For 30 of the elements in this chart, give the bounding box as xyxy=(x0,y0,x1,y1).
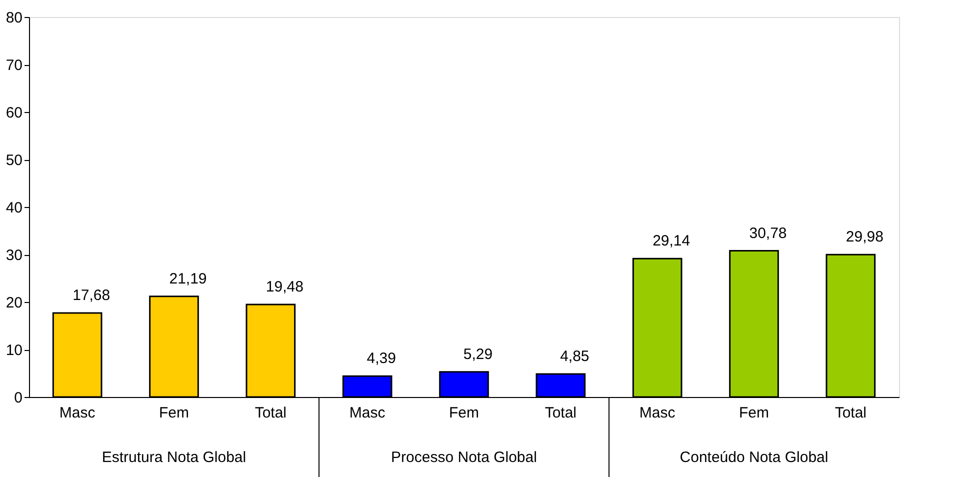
data-label: 4,39 xyxy=(366,350,396,368)
x-tick-label: Masc xyxy=(349,404,386,422)
x-tick-label: Total xyxy=(834,404,867,422)
data-label: 21,19 xyxy=(169,270,207,288)
text: Processo Nota Global xyxy=(391,449,537,466)
data-label: 30,78 xyxy=(749,224,787,242)
y-tick-label: 80 xyxy=(6,10,22,26)
x-tick-label: Fem xyxy=(449,404,479,422)
y-tick-label: 10 xyxy=(6,342,22,359)
x-tick-label: Total xyxy=(544,404,577,422)
data-label: 29,98 xyxy=(846,228,884,246)
data-label: 17,68 xyxy=(72,287,110,304)
data-label: 5,29 xyxy=(463,346,493,363)
data-label: 4,85 xyxy=(560,348,590,365)
y-tick-label: 0 xyxy=(14,390,22,406)
data-label: 29,14 xyxy=(652,232,690,250)
text: Conteúdo Nota Global xyxy=(680,449,828,466)
x-tick-label: Masc xyxy=(59,404,96,422)
y-tick-label: 40 xyxy=(6,200,22,216)
data-label: 19,48 xyxy=(266,278,304,296)
y-tick-label: 20 xyxy=(6,294,22,312)
x-tick-label: Fem xyxy=(159,404,189,422)
x-tick-label: Masc xyxy=(639,404,676,422)
y-tick-label: 60 xyxy=(6,104,22,122)
text: Estrutura Nota Global xyxy=(102,449,246,466)
y-tick-label: 70 xyxy=(6,57,22,74)
y-tick-label: 30 xyxy=(6,247,22,264)
y-tick-label: 50 xyxy=(6,152,22,169)
x-tick-label: Total xyxy=(254,404,287,422)
x-tick-label: Fem xyxy=(739,404,769,422)
